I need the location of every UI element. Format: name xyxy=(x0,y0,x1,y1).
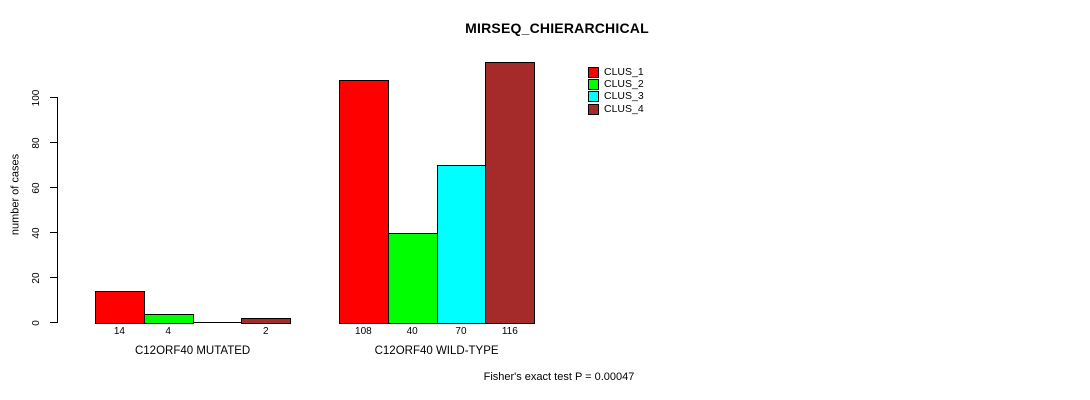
y-tick-mark xyxy=(50,322,58,323)
group-label: C12ORF40 WILD-TYPE xyxy=(374,345,499,357)
y-axis-title: number of cases xyxy=(9,153,22,236)
legend: CLUS_1 CLUS_2 CLUS_3 CLUS_4 xyxy=(588,66,644,115)
y-tick-mark xyxy=(50,232,58,233)
legend-swatch-icon xyxy=(588,103,599,115)
bar-clus_1 xyxy=(339,79,389,324)
bar-value-label: 2 xyxy=(263,326,269,337)
bar-clus_4 xyxy=(241,318,292,324)
bar-clus_1 xyxy=(95,291,145,324)
legend-label: CLUS_4 xyxy=(604,102,644,115)
group-label: C12ORF40 MUTATED xyxy=(134,345,251,357)
bar-value-label: 40 xyxy=(406,326,418,337)
legend-swatch-icon xyxy=(588,78,599,90)
bar-value-label: 14 xyxy=(113,326,125,337)
bar-clus_2 xyxy=(387,232,438,324)
footnote-text: Fisher's exact test P = 0.00047 xyxy=(483,371,635,383)
bar-value-label: 108 xyxy=(355,326,372,337)
bar-clus_2 xyxy=(143,313,194,324)
legend-label: CLUS_3 xyxy=(604,90,644,103)
bar-value-label: 4 xyxy=(165,326,171,337)
legend-item: CLUS_4 xyxy=(588,103,644,115)
bar-value-label: 116 xyxy=(501,326,518,337)
legend-swatch-icon xyxy=(588,66,599,78)
legend-item: CLUS_3 xyxy=(588,91,644,103)
legend-label: CLUS_2 xyxy=(604,77,644,90)
y-tick-mark xyxy=(50,142,58,143)
legend-item: CLUS_1 xyxy=(588,66,644,78)
chart-title: MIRSEQ_CHIERARCHICAL xyxy=(465,20,649,36)
legend-item: CLUS_2 xyxy=(588,78,644,90)
bar-clus_4 xyxy=(485,61,536,324)
y-tick-mark xyxy=(50,277,58,278)
legend-label: CLUS_1 xyxy=(604,65,644,78)
y-tick-label: 60 xyxy=(30,181,42,194)
y-tick-label: 0 xyxy=(30,319,42,326)
y-tick-label: 40 xyxy=(30,226,42,239)
y-tick-mark xyxy=(50,97,58,98)
y-axis-line xyxy=(57,97,58,323)
y-tick-label: 20 xyxy=(30,271,42,284)
y-tick-label: 100 xyxy=(30,89,42,106)
y-tick-label: 80 xyxy=(30,136,42,149)
legend-swatch-icon xyxy=(588,91,599,103)
y-tick-mark xyxy=(50,187,58,188)
bar-value-label: 70 xyxy=(455,326,467,337)
bar-clus_3 xyxy=(436,165,487,324)
